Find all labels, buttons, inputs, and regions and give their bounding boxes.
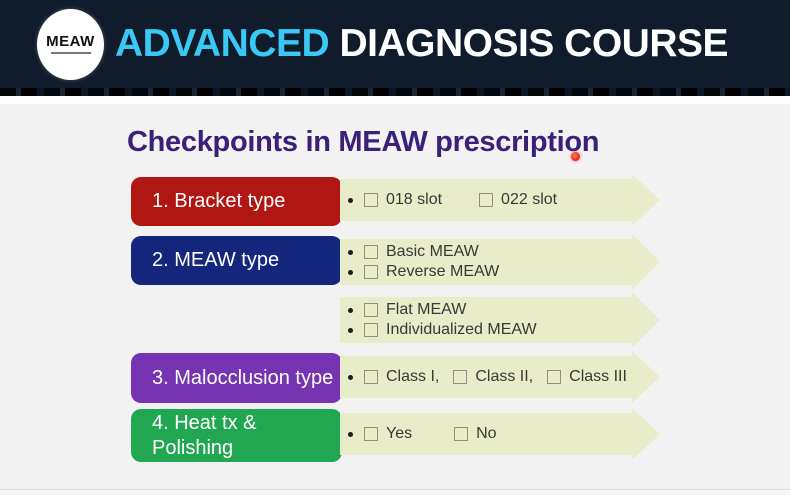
checkbox-icon bbox=[364, 323, 378, 337]
checkbox-icon bbox=[364, 303, 378, 317]
option-no: No bbox=[454, 425, 496, 443]
logo-subtext-line bbox=[50, 52, 91, 54]
slide-bottom-edge bbox=[0, 489, 790, 490]
arrow-bracket-type: 018 slot 022 slot bbox=[340, 174, 660, 226]
bullet-icon bbox=[348, 198, 353, 203]
label-heat-tx-polishing: 4. Heat tx & Polishing bbox=[131, 409, 342, 462]
option-flat-meaw: Flat MEAW bbox=[364, 301, 466, 319]
bullet-icon bbox=[348, 308, 353, 313]
option-yes: Yes bbox=[364, 425, 412, 443]
header-texture-strip bbox=[0, 88, 790, 96]
label-bracket-type: 1. Bracket type bbox=[131, 177, 342, 226]
arrow-line: Flat MEAW bbox=[346, 301, 660, 319]
header-bar: MEAW ADVANCED DIAGNOSIS COURSE bbox=[0, 0, 790, 88]
page-title: Checkpoints in MEAW prescription bbox=[127, 126, 600, 158]
option-class-3: Class III bbox=[547, 368, 627, 386]
checkbox-icon bbox=[453, 370, 467, 384]
meaw-logo: MEAW bbox=[37, 8, 104, 80]
logo-text: MEAW bbox=[46, 33, 95, 50]
arrow-line: 018 slot 022 slot bbox=[346, 191, 660, 209]
bullet-icon bbox=[348, 375, 353, 380]
label-malocclusion-type: 3. Malocclusion type bbox=[131, 353, 342, 403]
option-basic-meaw: Basic MEAW bbox=[364, 243, 479, 261]
option-reverse-meaw: Reverse MEAW bbox=[364, 263, 499, 281]
header-divider-band bbox=[0, 96, 790, 104]
checkbox-icon bbox=[547, 370, 561, 384]
arrow-line: Class I, Class II, Class III bbox=[346, 368, 660, 386]
option-class-2: Class II, bbox=[453, 368, 533, 386]
arrow-heat-tx: Yes No bbox=[340, 408, 660, 460]
bullet-icon bbox=[348, 328, 353, 333]
checkbox-icon bbox=[364, 265, 378, 279]
laser-pointer-dot bbox=[571, 152, 580, 161]
arrow-line: Yes No bbox=[346, 425, 660, 443]
option-individualized-meaw: Individualized MEAW bbox=[364, 321, 537, 339]
checkbox-icon bbox=[364, 245, 378, 259]
course-title-rest: DIAGNOSIS COURSE bbox=[329, 22, 729, 65]
arrow-line: Basic MEAW bbox=[346, 243, 660, 261]
checkbox-icon bbox=[364, 370, 378, 384]
bullet-icon bbox=[348, 432, 353, 437]
bullet-icon bbox=[348, 270, 353, 275]
option-018-slot: 018 slot bbox=[364, 191, 442, 209]
option-class-1: Class I, bbox=[364, 368, 439, 386]
checkbox-icon bbox=[364, 193, 378, 207]
arrow-meaw-type-1: Basic MEAW Reverse MEAW bbox=[340, 234, 660, 290]
slide-bottom-band bbox=[0, 490, 790, 495]
label-meaw-type: 2. MEAW type bbox=[131, 236, 342, 285]
arrow-line: Reverse MEAW bbox=[346, 263, 660, 281]
course-title-highlight: ADVANCED bbox=[115, 22, 330, 65]
arrow-line: Individualized MEAW bbox=[346, 321, 660, 339]
arrow-malocclusion-type: Class I, Class II, Class III bbox=[340, 351, 660, 403]
checkbox-icon bbox=[364, 427, 378, 441]
arrow-meaw-type-2: Flat MEAW Individualized MEAW bbox=[340, 292, 660, 348]
course-title: ADVANCED DIAGNOSIS COURSE bbox=[115, 22, 729, 66]
checkbox-icon bbox=[479, 193, 493, 207]
bullet-icon bbox=[348, 250, 353, 255]
checkbox-icon bbox=[454, 427, 468, 441]
option-022-slot: 022 slot bbox=[479, 191, 557, 209]
